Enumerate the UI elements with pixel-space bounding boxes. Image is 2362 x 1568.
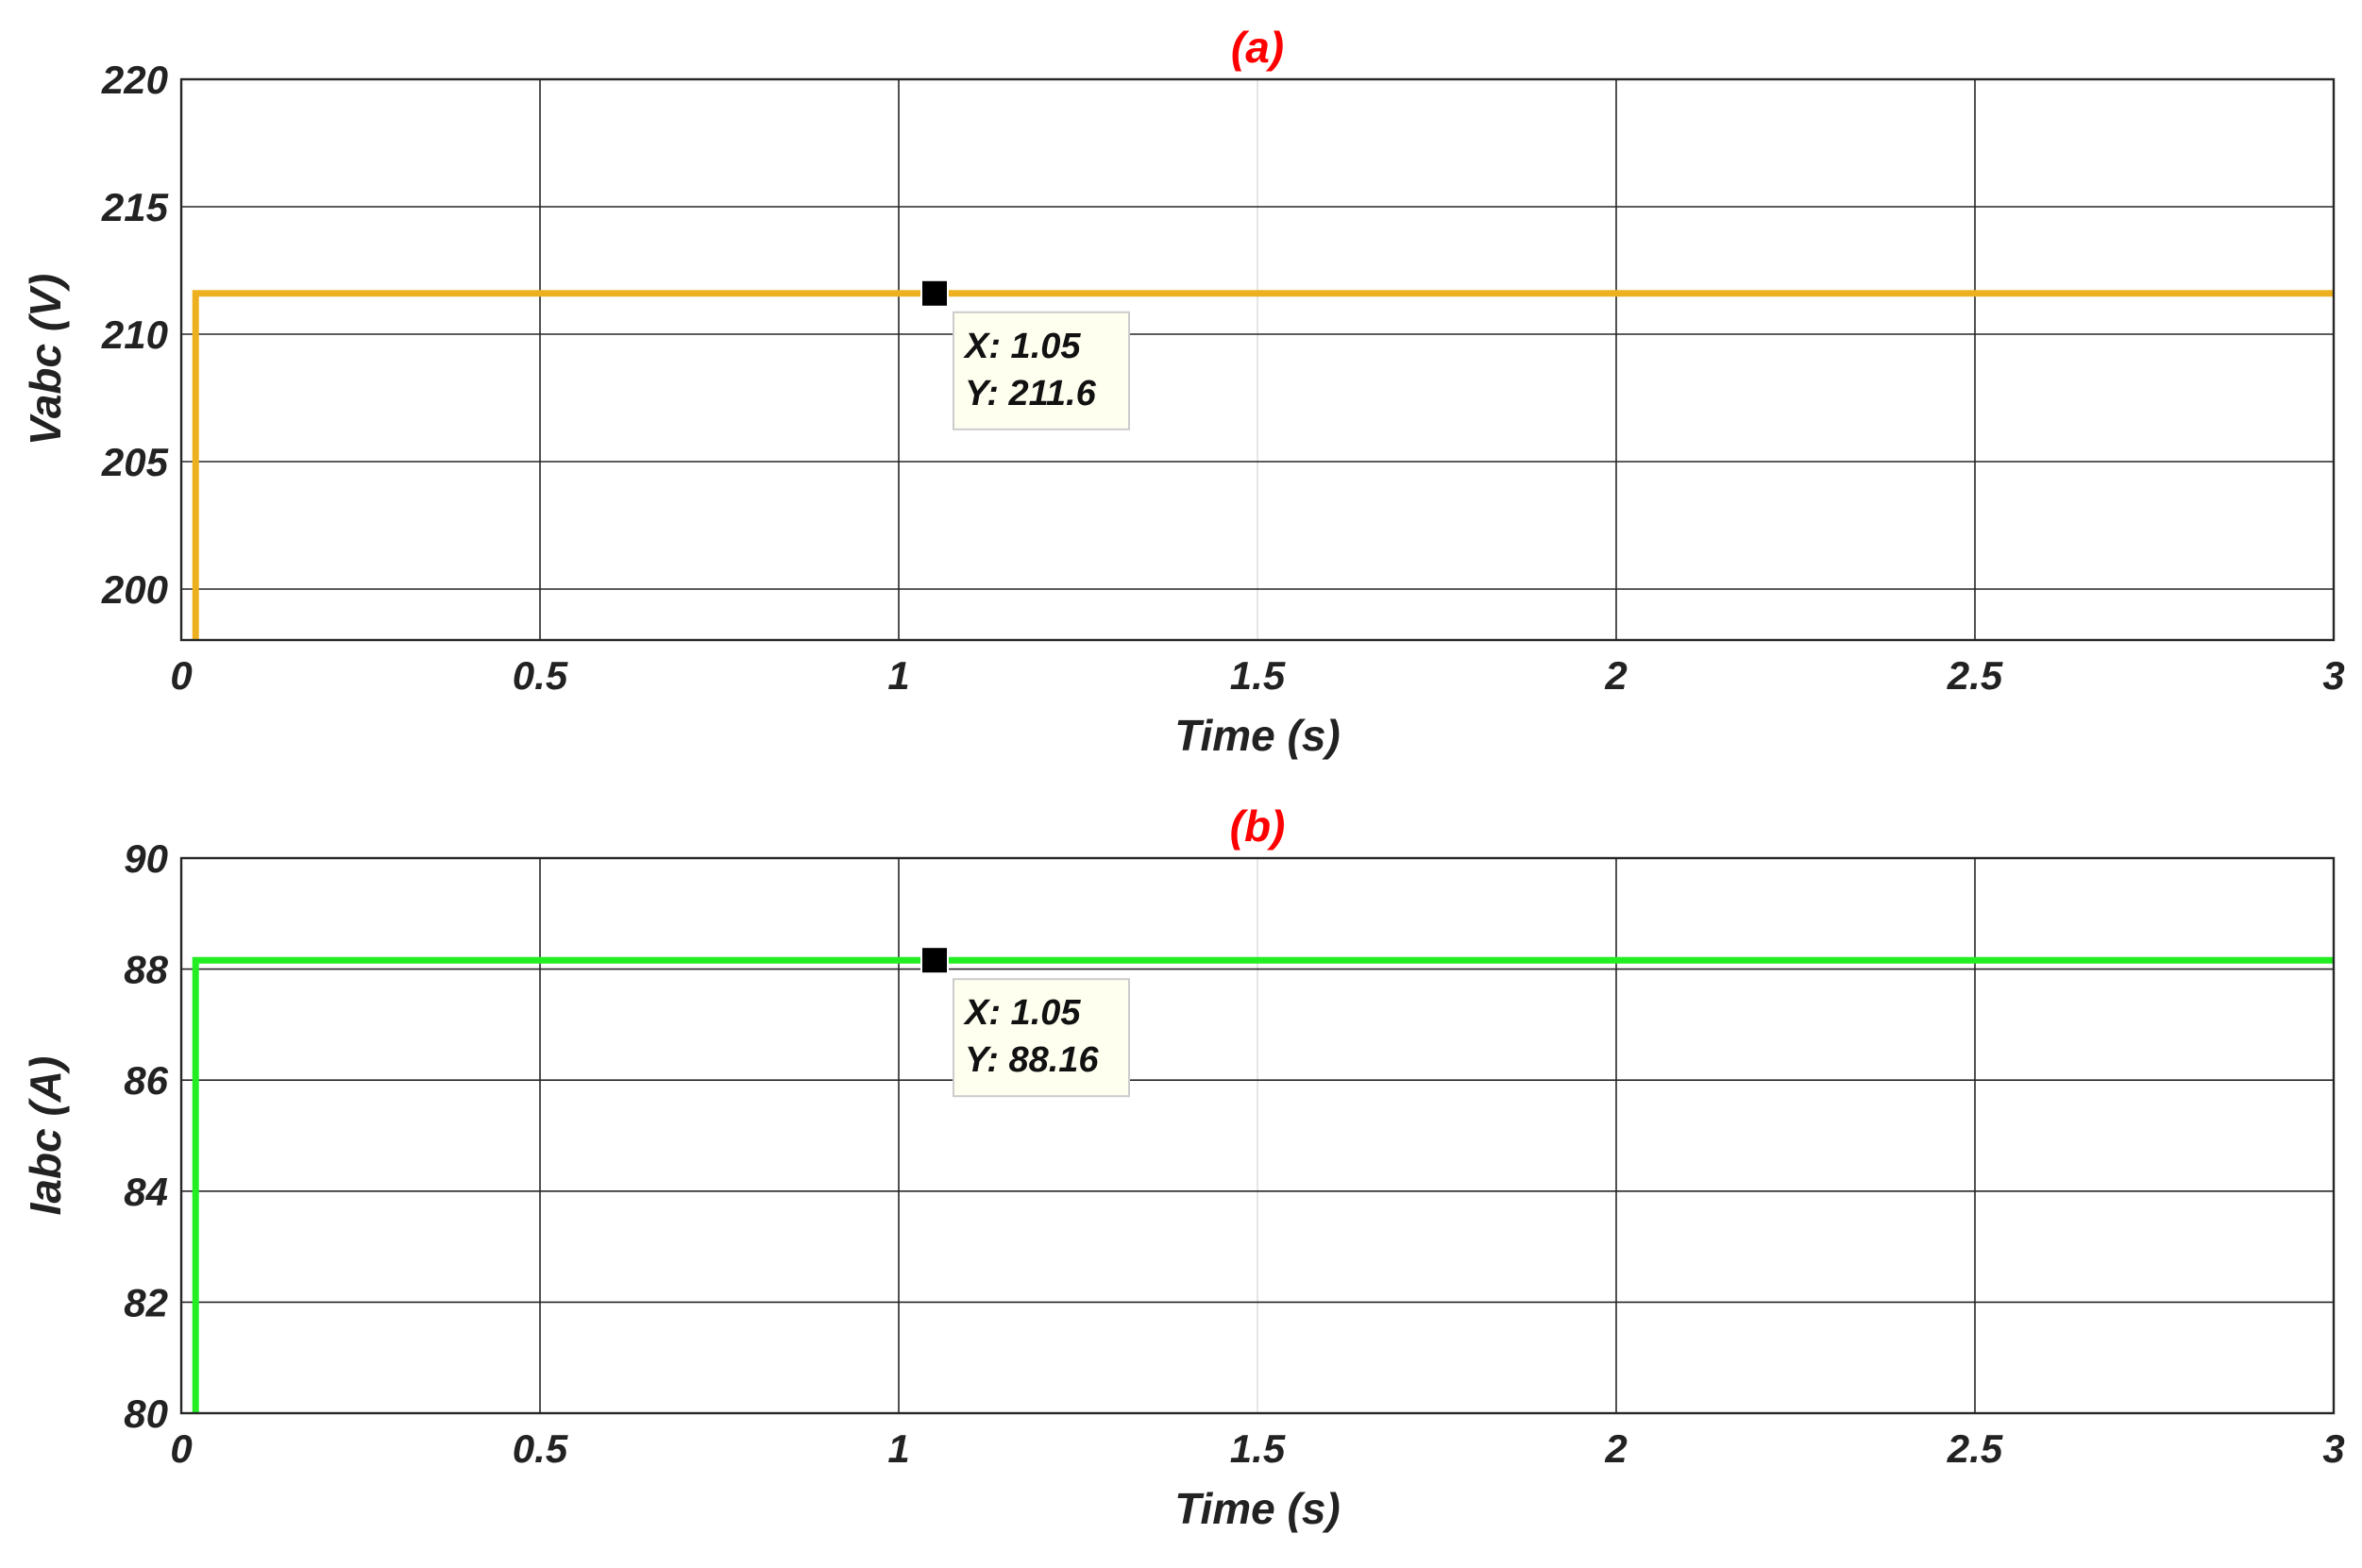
x-axis-label-b: Time (s) [1174,1484,1341,1533]
y-tick-label-a: 210 [101,312,168,357]
datatip-x-b: X: 1.05 [963,993,1081,1033]
x-tick-label-a: 0.5 [513,653,568,698]
y-tick-label-b: 90 [124,836,168,881]
y-tick-label-b: 88 [124,948,168,992]
y-tick-label-b: 82 [124,1280,168,1324]
x-tick-label-a: 2.5 [1947,653,2003,698]
datatip-y-b: Y: 88.16 [965,1040,1099,1080]
series-line-b [192,956,2334,1413]
panel-a: 0 0.5 1 1.5 2 2.5 3 200 205 210 215 220 (a) Time (s) V… [21,23,2345,760]
series-line-a [192,290,2334,640]
datatip-x-a: X: 1.05 [963,327,1081,366]
x-tick-label-a: 1 [887,653,909,698]
y-tick-label-a: 200 [101,567,168,612]
x-tick-label-a: 0 [170,653,192,698]
datatip-box-a [953,311,1130,430]
datatip-b[interactable]: X: 1.05 Y: 88.16 [920,946,1130,1098]
y-tick-label-a: 215 [101,185,169,229]
y-tick-label-b: 84 [124,1170,168,1214]
y-tick-label-b: 80 [124,1391,168,1436]
y-tick-label-b: 86 [124,1058,168,1103]
y-tick-label-a: 205 [101,440,169,484]
datatip-box-b [953,978,1130,1098]
panel-title-b: (b) [1230,801,1286,851]
x-tick-label-a: 2 [1604,653,1627,698]
x-tick-label-b: 2.5 [1947,1426,2003,1471]
datatip-marker-b[interactable] [920,946,949,975]
x-tick-label-b: 1 [887,1426,909,1471]
datatip-y-a: Y: 211.6 [965,374,1097,413]
x-tick-label-a: 3 [2322,653,2344,698]
axes-box-a [179,77,2336,642]
axes-box-b [179,856,2336,1415]
x-axis-label-a: Time (s) [1174,711,1341,760]
x-tick-label-b: 0 [170,1426,192,1471]
y-axis-label-a: Vabc (V) [21,274,70,446]
y-axis-label-b: Iabc (A) [21,1056,70,1216]
x-tick-label-b: 2 [1604,1426,1627,1471]
x-tick-label-b: 3 [2322,1426,2344,1471]
x-tick-label-a: 1.5 [1230,653,1286,698]
datatip-marker-a[interactable] [920,278,949,308]
y-tick-label-a: 220 [101,58,168,102]
x-tick-label-b: 0.5 [513,1426,568,1471]
panel-title-a: (a) [1231,23,1284,72]
datatip-a[interactable]: X: 1.05 Y: 211.6 [920,278,1130,430]
x-tick-label-b: 1.5 [1230,1426,1286,1471]
panel-b: 0 0.5 1 1.5 2 2.5 3 80 82 84 86 88 90 (b) Time (s) Iabc… [21,801,2345,1533]
